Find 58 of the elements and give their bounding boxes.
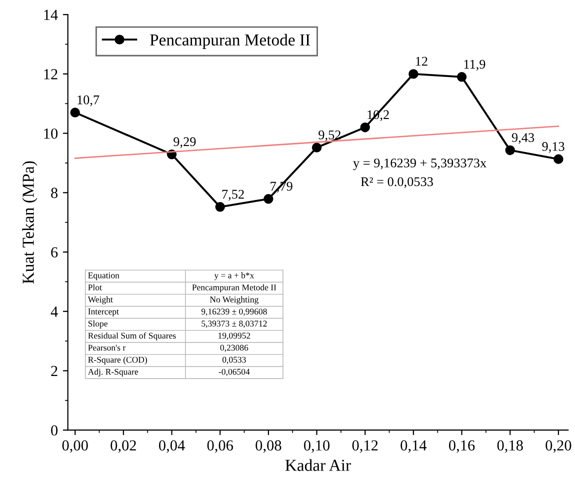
point [264, 194, 274, 204]
x-tick-label: 0,14 [400, 440, 427, 453]
x-tick-label: 0,16 [448, 440, 475, 453]
point [456, 72, 467, 82]
x-axis-title: Kadar Air [285, 459, 351, 471]
annotation: Equation [88, 272, 120, 280]
annotation: y = a + b*x [214, 272, 254, 280]
data-label: 9,29 [174, 137, 196, 148]
annotation: Pearson's r [88, 344, 126, 351]
annotation: Slope [88, 320, 108, 328]
point [70, 108, 80, 118]
y-tick-label: 12 [44, 69, 58, 80]
legend-label: Pencampuran Metode II [150, 34, 310, 49]
x-tick-label: 0,00 [62, 440, 88, 453]
annotation: 5,39373 ± 8,03712 [202, 320, 267, 328]
annotation: 9,16239 ± 0,99608 [201, 308, 267, 316]
annotation: R-Square (COD) [88, 356, 148, 364]
annotation: 0,23086 [220, 344, 248, 352]
point [408, 69, 418, 79]
y-tick-label: 14 [44, 10, 58, 20]
annotation: Intercept [88, 308, 119, 316]
point [554, 154, 564, 164]
annotation: No Weighting [210, 296, 258, 304]
annotation: Weight [88, 296, 113, 304]
data-label: 9,13 [542, 142, 564, 153]
annotation: R² = 0.0,0533 [360, 177, 433, 188]
x-tick-label: 0,06 [207, 440, 234, 453]
annotation: Residual Sum of Squares [88, 332, 176, 340]
annotation: y = 9,16239 + 5,393373x [353, 158, 486, 170]
y-axis-title: Kuat Tekan (MPa) [22, 161, 38, 284]
y-tick-label: 2 [51, 366, 58, 376]
data-label: 10,7 [78, 95, 100, 106]
point [360, 122, 370, 132]
data-label: 11,9 [464, 60, 486, 71]
x-tick-label: 0,18 [497, 440, 523, 453]
y-tick-label: 10 [44, 128, 58, 139]
y-tick-label: 0 [51, 425, 58, 436]
annotation: Plot [88, 284, 102, 290]
annotation: 19,09952 [218, 332, 250, 340]
x-tick-label: 0,20 [546, 440, 572, 453]
data-label: 9,43 [512, 133, 534, 144]
x-tick-label: 0,10 [304, 440, 330, 453]
y-tick-label: 8 [51, 188, 58, 198]
x-tick-label: 0,08 [256, 440, 282, 453]
data-label: 12 [416, 56, 428, 66]
annotation: Pencampuran Metode II [192, 284, 276, 292]
annotation: Adj. R-Square [88, 368, 138, 377]
y-tick-label: 4 [50, 306, 58, 317]
point [312, 142, 322, 152]
annotation: -0,06504 [218, 368, 250, 376]
annotation: 0,0533 [222, 356, 246, 364]
x-tick-label: 0,12 [352, 440, 378, 453]
point [215, 202, 225, 212]
point [505, 145, 515, 156]
x-tick-label: 0,02 [110, 440, 136, 453]
data-label: 7,52 [222, 190, 244, 201]
x-tick-label: 0,04 [158, 440, 185, 453]
y-tick-label: 6 [51, 247, 58, 258]
